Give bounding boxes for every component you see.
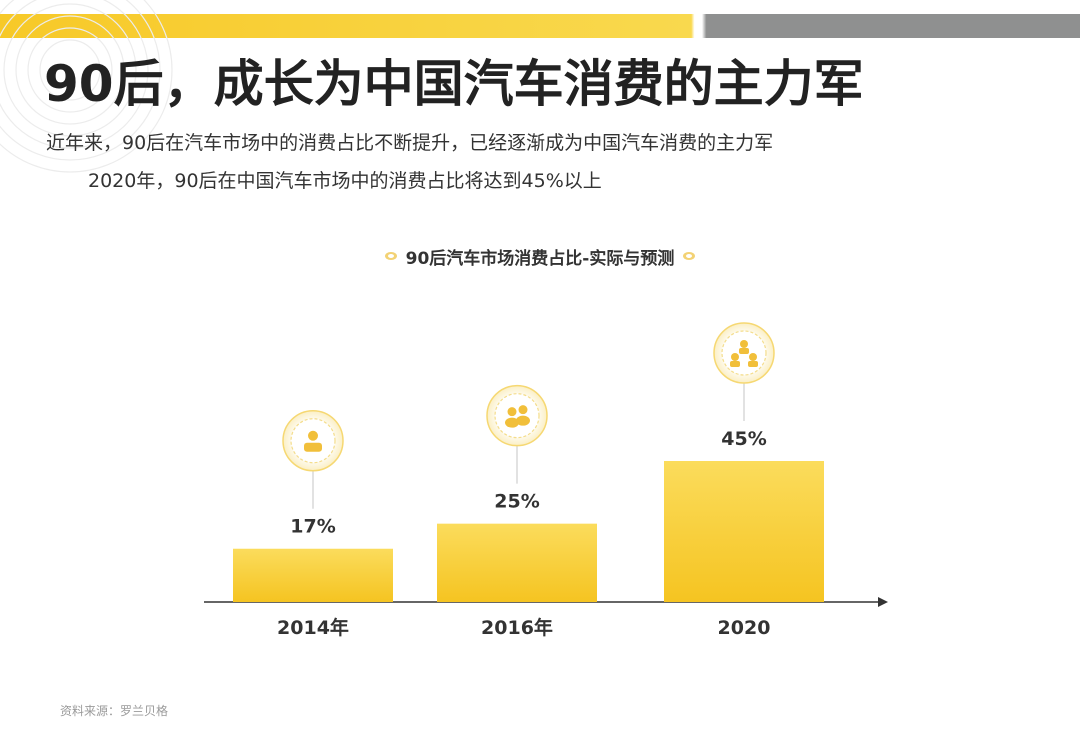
top-accent-band — [0, 14, 1080, 38]
people-icon-head-b — [518, 405, 528, 415]
x-tick-label: 2016年 — [481, 616, 553, 639]
source-note: 资料来源：罗兰贝格 — [60, 704, 169, 718]
group-icon-head-right — [749, 353, 757, 361]
person-icon-head — [308, 430, 318, 441]
people-icon-body-b — [516, 415, 530, 426]
subtitle-line-2: 2020年，90后在中国汽车市场中的消费占比将达到45%以上 — [88, 170, 602, 192]
person-icon-body — [304, 442, 322, 452]
bar — [437, 523, 597, 602]
background-swirl-decoration — [0, 0, 173, 173]
data-label: 45% — [721, 428, 766, 450]
group-icon-body-top — [739, 348, 749, 354]
page-title: 90后，成长为中国汽车消费的主力军 — [44, 55, 864, 113]
icon-inner-ring — [494, 393, 540, 439]
group-icon-body-left — [730, 361, 740, 367]
x-tick-label: 2014年 — [277, 616, 349, 639]
people-icon-head-a — [507, 407, 517, 417]
data-label: 25% — [494, 491, 539, 513]
title-left-ornament-icon — [384, 252, 397, 260]
subtitle-line-1: 近年来，90后在汽车市场中的消费占比不断提升，已经逐渐成为中国汽车消费的主力军 — [46, 132, 774, 154]
x-tick-label: 2020 — [718, 617, 771, 639]
group-icon-head-left — [731, 353, 739, 361]
group-icon-body-right — [748, 361, 758, 367]
bar — [664, 461, 824, 602]
people-icon-body-a — [505, 417, 519, 428]
title-right-ornament-icon — [683, 252, 696, 260]
x-axis-arrow-icon — [878, 597, 888, 607]
chart-title-row: 90后汽车市场消费占比-实际与预测 — [300, 242, 780, 270]
data-label: 17% — [290, 516, 335, 538]
group-icon-head-top — [740, 340, 748, 348]
chart-title: 90后汽车市场消费占比-实际与预测 — [405, 248, 675, 269]
bar — [233, 548, 393, 602]
